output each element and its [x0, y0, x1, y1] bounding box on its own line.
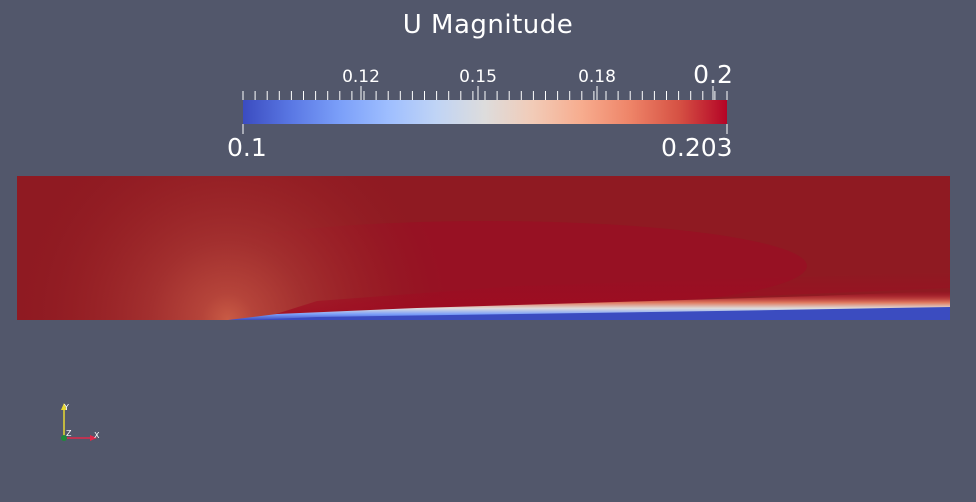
y-axis-arrow	[61, 403, 67, 410]
orientation-axes: Y X Z	[61, 403, 100, 441]
colorbar-ticks	[242, 86, 728, 134]
tick-label-0-2: 0.2	[693, 60, 733, 89]
z-axis-dot	[61, 435, 67, 441]
x-axis-arrow	[90, 435, 97, 441]
tick-label-0-18: 0.18	[578, 67, 616, 87]
tick-label-0-12: 0.12	[342, 67, 380, 87]
tick-label-0-15: 0.15	[459, 67, 497, 87]
flow-field-render	[17, 176, 950, 320]
x-axis-label: X	[94, 431, 100, 440]
velocity-field-plot[interactable]	[17, 176, 950, 320]
colorbar-min-label: 0.1	[227, 133, 267, 162]
colorbar-title: U Magnitude	[402, 10, 574, 40]
colorbar	[243, 100, 727, 124]
y-axis-label: Y	[63, 403, 69, 412]
z-axis-label: Z	[66, 429, 72, 438]
colorbar-max-label: 0.203	[661, 133, 733, 162]
